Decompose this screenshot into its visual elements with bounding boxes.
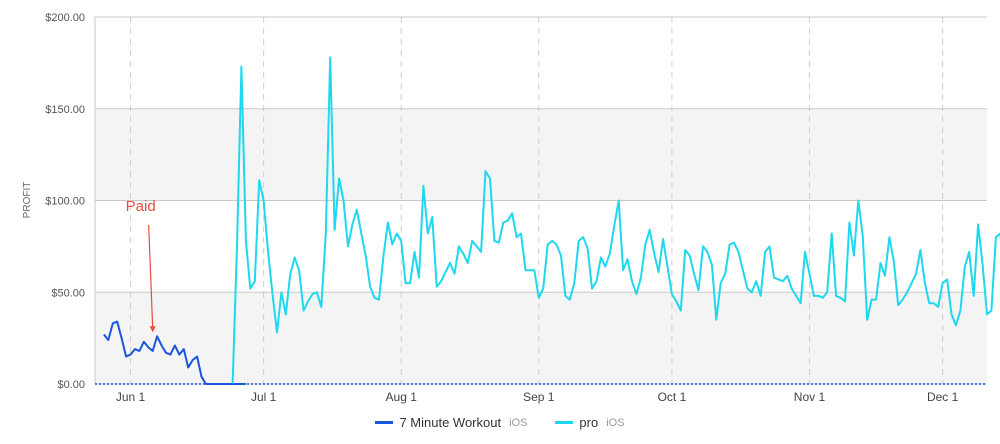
x-tick-label: Aug 1 — [386, 390, 418, 404]
y-tick-label: $50.00 — [51, 287, 85, 299]
plot-bands — [95, 17, 987, 384]
plot-band — [95, 108, 987, 201]
legend-platform: iOS — [509, 416, 528, 429]
series-line-pro — [231, 56, 1000, 385]
plot-band — [95, 292, 987, 384]
y-tick-label: $100.00 — [45, 196, 85, 208]
plot-band — [95, 17, 987, 109]
annotation-arrowhead — [149, 326, 156, 333]
x-axis-ticks: Jun 1 Jul 1 Aug 1 Sep 1 Oct 1 Nov 1 Dec 1 — [116, 390, 959, 404]
y-axis-label: PROFIT — [22, 182, 33, 219]
x-tick-label: Dec 1 — [927, 390, 959, 404]
legend-item-pro[interactable]: pro iOS — [555, 415, 625, 430]
annotation-text: Paid — [126, 198, 156, 215]
annotation-arrow — [148, 224, 154, 329]
plot-band — [95, 200, 987, 293]
series-lines — [95, 56, 1000, 385]
y-tick-label: $0.00 — [57, 379, 85, 391]
series-line-seven-minute-workout — [103, 320, 246, 385]
x-tick-label: Jul 1 — [251, 390, 277, 404]
y-tick-label: $200.00 — [45, 12, 85, 24]
legend-platform: iOS — [606, 416, 625, 429]
y-tick-label: $150.00 — [45, 104, 85, 116]
legend-swatch — [375, 421, 394, 424]
x-tick-label: Jun 1 — [116, 390, 146, 404]
legend-item-7-minute-workout[interactable]: 7 Minute Workout iOS — [375, 415, 527, 430]
x-tick-label: Oct 1 — [658, 390, 687, 404]
legend: 7 Minute Workout iOS pro iOS — [0, 415, 1000, 430]
legend-label: 7 Minute Workout — [399, 415, 502, 430]
x-tick-label: Nov 1 — [794, 390, 826, 404]
line-chart: PROFIT $0.00$50.00$100.00$150.00$200.00 … — [22, 12, 1000, 404]
legend-label: pro — [579, 415, 599, 430]
legend-swatch — [555, 421, 574, 424]
x-tick-label: Sep 1 — [523, 390, 555, 404]
annotation: Paid — [126, 198, 156, 333]
y-axis-ticks: $0.00 $50.00 $100.00 $150.00 $200.00 — [45, 12, 85, 391]
